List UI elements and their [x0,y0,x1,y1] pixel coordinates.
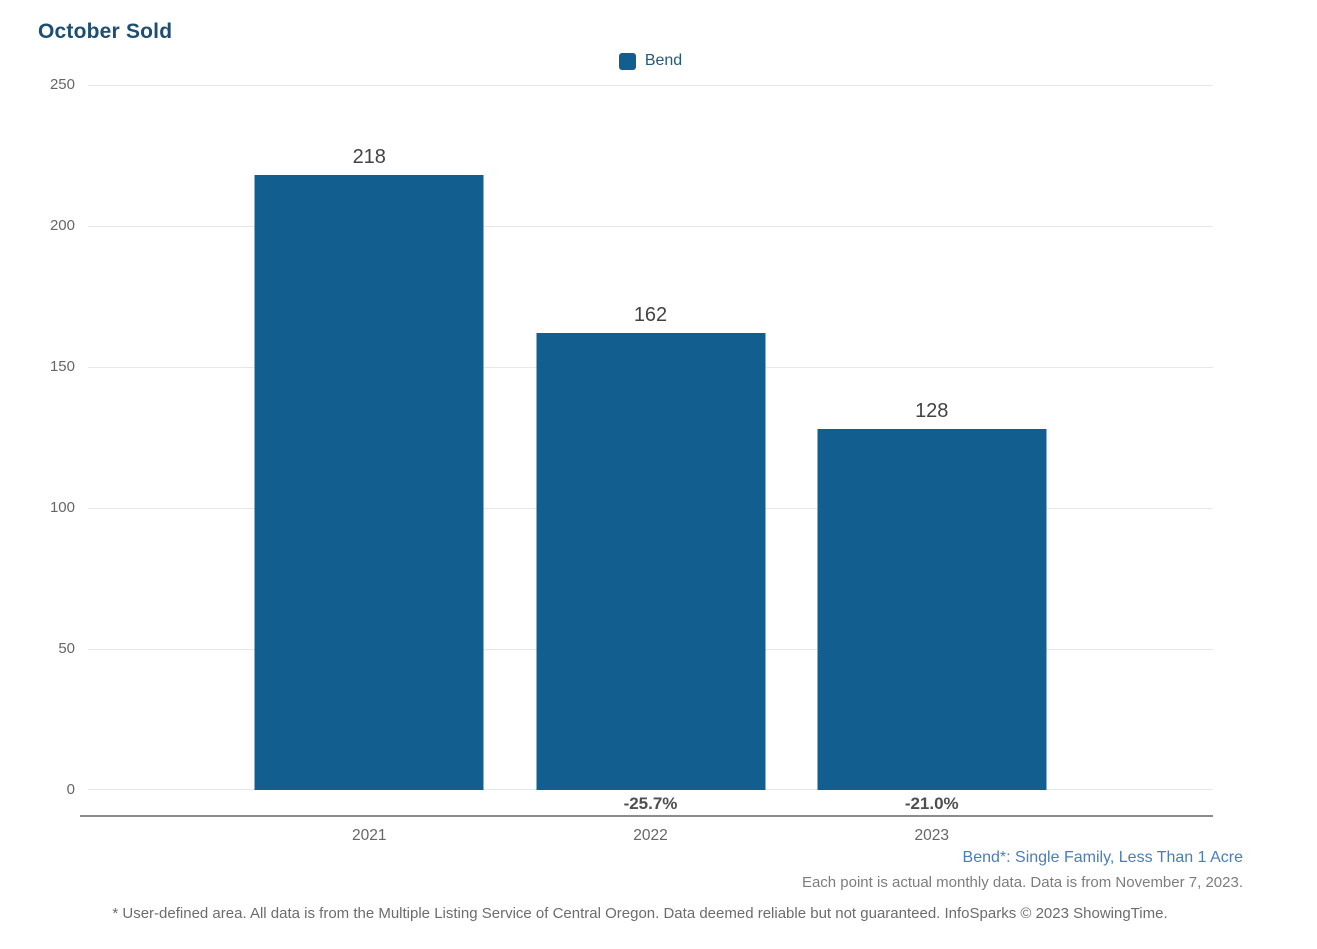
chart-title: October Sold [38,20,173,43]
bar-pct-2023: -21.0% [904,794,959,813]
x-tick-2021: 2021 [352,827,387,844]
series-definition-note: Bend*: Single Family, Less Than 1 Acre [962,849,1243,866]
y-tick-150: 150 [49,358,75,375]
x-tick-2023: 2023 [914,827,949,844]
legend-swatch-bend [618,52,636,70]
bar-2023[interactable] [817,429,1047,790]
legend-item-bend[interactable]: Bend [618,52,683,70]
y-tick-200: 200 [49,217,75,234]
chart-notes: Bend*: Single Family, Less Than 1 Acre E… [802,849,1243,891]
gridline-250 [88,85,1213,86]
bar-2022[interactable] [536,333,765,790]
footer-disclaimer: * User-defined area. All data is from th… [112,905,1168,922]
bar-group-2023: 128 -21.0% 2023 [817,400,1047,844]
bar-pct-2022: -25.7% [623,794,678,813]
legend: Bend [88,52,1213,70]
data-source-note: Each point is actual monthly data. Data … [801,874,1243,891]
bar-group-2021: 218 2021 [254,146,484,844]
y-tick-250: 250 [49,76,75,93]
x-axis-line [80,815,1213,817]
y-tick-50: 50 [58,640,75,657]
y-tick-100: 100 [49,499,75,516]
bar-group-2022: 162 -25.7% 2022 [536,304,765,844]
bar-value-2023: 128 [915,400,949,423]
bar-value-2021: 218 [352,146,386,169]
gridline-200 [88,226,1213,227]
plot-area: 218 2021 162 -25.7% 2022 128 -21.0% 2023 [88,85,1213,844]
x-tick-2022: 2022 [633,827,668,844]
bar-2021[interactable] [254,175,484,790]
legend-label-bend: Bend [644,52,683,69]
y-tick-0: 0 [66,781,75,798]
bar-value-2022: 162 [633,304,668,327]
